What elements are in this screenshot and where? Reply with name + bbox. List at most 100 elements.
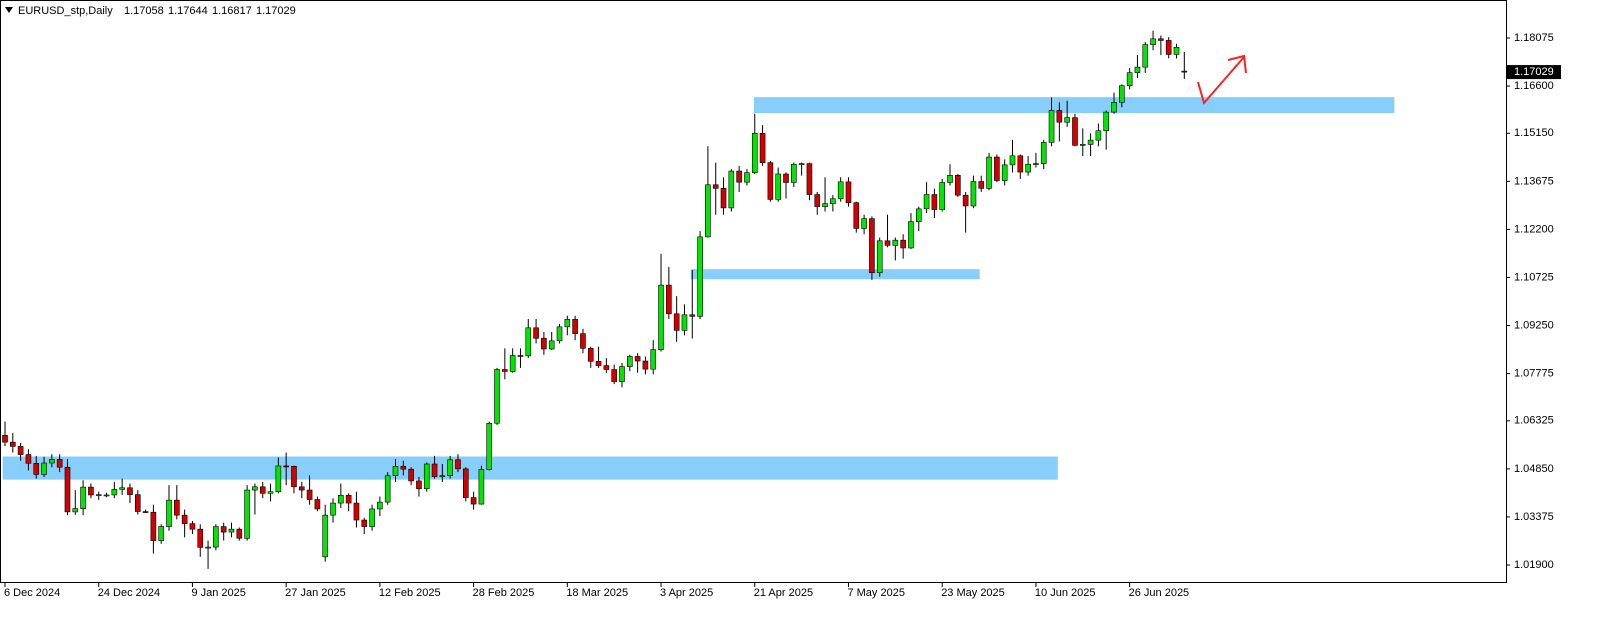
candle-body	[423, 463, 430, 490]
candle-body	[1087, 139, 1094, 145]
candle-body	[322, 514, 329, 558]
candle-body	[298, 486, 305, 491]
candle-body	[392, 465, 399, 477]
candle-body	[17, 446, 24, 455]
candle-body	[697, 236, 703, 317]
candle-body	[1126, 72, 1133, 87]
candle-body	[603, 365, 610, 370]
candle-body	[720, 188, 727, 209]
candle-body	[1064, 117, 1070, 123]
candle-body	[611, 369, 617, 382]
menu-triangle[interactable]	[5, 7, 13, 13]
candle-body	[1181, 70, 1188, 73]
candle-body	[556, 326, 563, 342]
candle-body	[541, 337, 547, 350]
candle-body	[744, 172, 750, 183]
candle-body	[1142, 44, 1149, 68]
candle-body	[814, 194, 821, 207]
candle-body	[283, 465, 289, 468]
candle-body	[49, 459, 55, 464]
candle-body	[189, 523, 196, 530]
candle-body	[900, 239, 906, 249]
candle-body	[72, 508, 79, 513]
candle-body	[658, 284, 664, 350]
candle-body	[181, 514, 188, 524]
candle-body	[244, 489, 250, 539]
candle-body	[1095, 130, 1102, 141]
x-tick-label: 21 Apr 2025	[754, 587, 813, 599]
candle-body	[314, 499, 321, 510]
candle-body	[259, 486, 266, 494]
candle-body	[853, 202, 860, 229]
candle-body	[431, 463, 438, 477]
candle-body	[705, 184, 711, 238]
candle-body	[775, 173, 781, 200]
x-tick-label: 18 Mar 2025	[566, 587, 628, 599]
candle-body	[95, 494, 102, 496]
candle-body	[876, 240, 883, 274]
candle-body	[220, 526, 227, 533]
candle-body	[939, 182, 946, 210]
candle-body	[509, 355, 516, 372]
y-tick-label: 1.15150	[1514, 127, 1554, 139]
candle-body	[416, 480, 422, 490]
candle-body	[798, 163, 805, 165]
candle-body	[353, 502, 360, 521]
candle-body	[994, 156, 1000, 181]
x-tick-label: 10 Jun 2025	[1035, 587, 1096, 599]
x-tick-label: 28 Feb 2025	[473, 587, 535, 599]
candle-body	[587, 348, 594, 362]
candle-body	[252, 486, 258, 491]
candle-body	[267, 491, 274, 494]
candle-body	[783, 173, 789, 183]
candle-body	[1158, 38, 1164, 41]
candle-body	[41, 462, 47, 475]
candle-body	[1048, 110, 1055, 143]
candle-body	[986, 156, 992, 189]
candle-body	[127, 487, 133, 495]
candle-body	[1033, 163, 1039, 165]
candle-body	[111, 489, 118, 496]
support-zone	[2, 456, 1058, 480]
y-tick-label: 1.06325	[1514, 415, 1554, 427]
arrow-path	[1197, 56, 1245, 106]
candle-body	[642, 360, 649, 370]
price-label-box	[1507, 65, 1561, 80]
candle-body	[400, 465, 407, 470]
candle-body	[712, 184, 719, 189]
candle-body	[947, 175, 953, 183]
candle-body	[525, 327, 532, 357]
ohlc-open: 1.17058	[124, 5, 164, 17]
candle-body	[962, 194, 969, 207]
candle-body	[197, 528, 204, 548]
candle-body	[361, 519, 368, 527]
candle-body	[88, 486, 94, 496]
candle-body	[869, 218, 875, 274]
support-zone	[753, 97, 1395, 114]
candle-body	[580, 333, 586, 349]
x-tick-label: 9 Jan 2025	[191, 587, 245, 599]
x-tick-label: 27 Jan 2025	[285, 587, 346, 599]
candle-body	[2, 435, 8, 443]
candle-body	[533, 327, 539, 339]
candle-body	[275, 465, 282, 492]
candles	[2, 30, 1188, 569]
candle-body	[650, 349, 657, 370]
candle-body	[338, 494, 344, 504]
x-tick-label: 24 Dec 2024	[98, 587, 160, 599]
candle-body	[955, 175, 961, 196]
candle-body	[1017, 155, 1024, 173]
candle-body	[759, 132, 766, 163]
candle-body	[205, 546, 211, 549]
candle-body	[822, 203, 828, 207]
candle-body	[377, 501, 383, 510]
candle-body	[236, 528, 243, 539]
candle-body	[439, 475, 446, 478]
y-tick-label: 1.16600	[1514, 80, 1554, 92]
candle-body	[767, 162, 774, 200]
candle-body	[486, 422, 493, 470]
candle-body	[166, 499, 172, 527]
candle-body	[150, 511, 157, 541]
candle-body	[861, 218, 867, 229]
